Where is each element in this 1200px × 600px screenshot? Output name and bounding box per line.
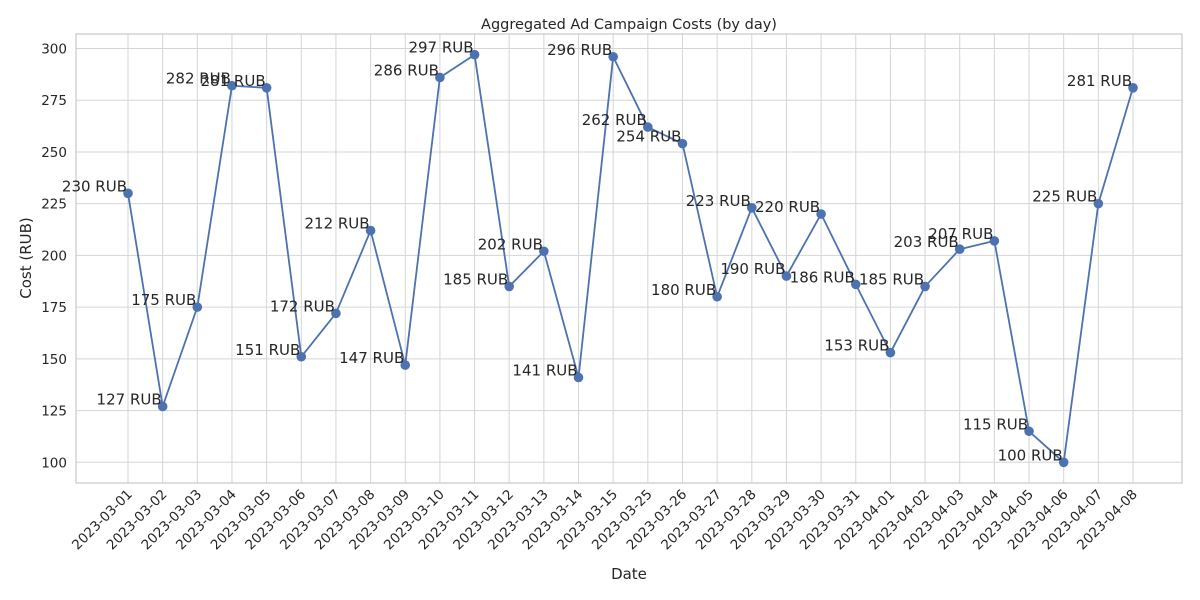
data-point bbox=[781, 271, 792, 281]
data-label: 172 RUB bbox=[270, 297, 335, 315]
data-label: 185 RUB bbox=[859, 270, 924, 288]
data-label: 147 RUB bbox=[339, 349, 404, 367]
data-point bbox=[1058, 457, 1069, 468]
data-point bbox=[157, 401, 168, 412]
data-point bbox=[123, 188, 133, 199]
x-axis-label: Date bbox=[611, 565, 647, 583]
data-label: 262 RUB bbox=[582, 111, 647, 129]
y-tick-label: 125 bbox=[41, 404, 67, 420]
data-label: 202 RUB bbox=[478, 235, 543, 253]
data-label: 141 RUB bbox=[512, 361, 577, 379]
data-point bbox=[816, 209, 826, 219]
data-point bbox=[1024, 426, 1034, 437]
data-label: 185 RUB bbox=[443, 270, 508, 288]
data-point bbox=[850, 279, 861, 290]
data-point bbox=[677, 138, 688, 149]
data-point bbox=[261, 82, 272, 93]
data-label: 151 RUB bbox=[235, 341, 300, 359]
data-point bbox=[539, 246, 549, 257]
y-tick-label: 150 bbox=[41, 352, 67, 368]
data-label: 127 RUB bbox=[97, 390, 162, 408]
data-label: 153 RUB bbox=[824, 337, 889, 355]
data-label: 297 RUB bbox=[408, 39, 473, 57]
data-point bbox=[746, 203, 757, 213]
data-label: 254 RUB bbox=[616, 128, 681, 146]
chart-title: Aggregated Ad Campaign Costs (by day) bbox=[481, 17, 777, 33]
data-label: 225 RUB bbox=[1032, 188, 1097, 206]
data-label: 207 RUB bbox=[928, 225, 993, 243]
y-tick-label: 175 bbox=[41, 300, 67, 316]
data-label: 282 RUB bbox=[166, 70, 231, 88]
data-series bbox=[123, 49, 1138, 468]
data-label: 223 RUB bbox=[686, 192, 751, 210]
y-tick-label: 275 bbox=[41, 93, 67, 109]
data-label: 220 RUB bbox=[755, 198, 820, 216]
data-point bbox=[296, 351, 307, 362]
data-label: 230 RUB bbox=[62, 177, 127, 195]
data-point bbox=[400, 360, 411, 370]
data-label: 296 RUB bbox=[547, 41, 612, 59]
data-point bbox=[469, 49, 480, 60]
data-point bbox=[504, 281, 515, 292]
y-tick-label: 225 bbox=[41, 197, 67, 213]
plot-frame bbox=[75, 33, 1183, 484]
data-point bbox=[989, 236, 1000, 246]
data-label: 212 RUB bbox=[304, 215, 369, 233]
data-point bbox=[608, 51, 618, 62]
data-point bbox=[920, 281, 930, 292]
data-point bbox=[192, 302, 203, 312]
grid-lines bbox=[76, 34, 1182, 483]
y-tick-label: 100 bbox=[41, 455, 67, 471]
data-point bbox=[365, 225, 376, 236]
data-point bbox=[643, 122, 653, 132]
data-point bbox=[1093, 198, 1104, 209]
data-label: 186 RUB bbox=[790, 268, 855, 286]
data-point bbox=[227, 80, 237, 91]
data-point bbox=[712, 291, 722, 302]
data-label: 203 RUB bbox=[894, 233, 959, 251]
y-tick-label: 250 bbox=[41, 145, 67, 161]
data-label: 190 RUB bbox=[720, 260, 785, 278]
data-label: 180 RUB bbox=[651, 281, 716, 299]
data-point bbox=[885, 347, 896, 358]
data-label: 286 RUB bbox=[374, 61, 439, 79]
data-label: 100 RUB bbox=[998, 446, 1063, 464]
y-tick-label: 300 bbox=[41, 41, 67, 57]
data-label: 281 RUB bbox=[201, 72, 266, 90]
data-point bbox=[573, 372, 584, 383]
series-line bbox=[127, 53, 1134, 464]
y-tick-label: 200 bbox=[41, 248, 67, 264]
data-point bbox=[1128, 82, 1138, 93]
data-label: 115 RUB bbox=[963, 415, 1028, 433]
data-point bbox=[331, 308, 341, 319]
data-point bbox=[435, 72, 445, 83]
data-point bbox=[954, 244, 965, 254]
y-axis-label: Cost (RUB) bbox=[17, 217, 35, 299]
data-label: 175 RUB bbox=[131, 291, 196, 309]
data-label: 281 RUB bbox=[1067, 72, 1132, 90]
